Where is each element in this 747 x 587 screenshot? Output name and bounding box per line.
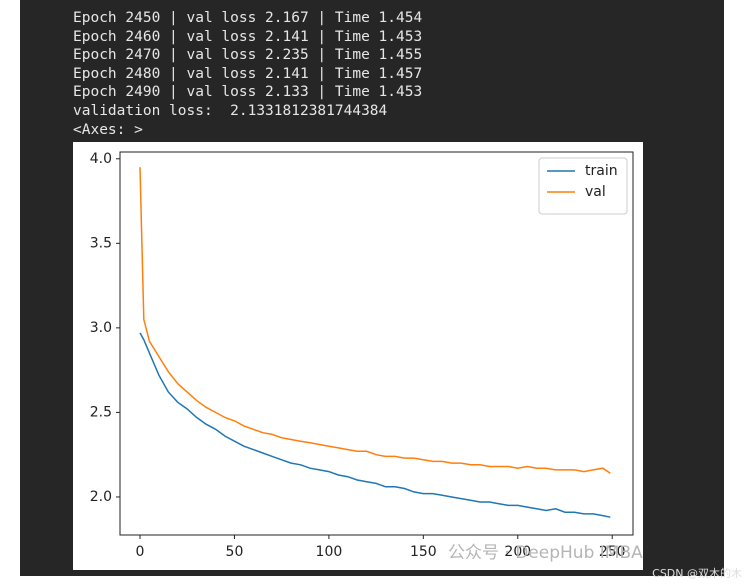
x-tick-label: 50 <box>226 544 244 560</box>
legend-box <box>538 157 628 215</box>
console-line: Epoch 2490 | val loss 2.133 | Time 1.453 <box>73 84 423 101</box>
console-line: <Axes: > <box>73 121 143 138</box>
watermark: 公众号 · DeepHub IMBA <box>448 543 643 563</box>
console-line: Epoch 2460 | val loss 2.141 | Time 1.453 <box>73 28 423 45</box>
console-line: Epoch 2480 | val loss 2.141 | Time 1.457 <box>73 65 423 82</box>
plot-frame <box>119 151 634 536</box>
x-tick-label: 200 <box>504 544 531 560</box>
y-tick-label: 3.5 <box>90 235 112 251</box>
series-line <box>139 167 611 474</box>
console-line: Epoch 2470 | val loss 2.235 | Time 1.455 <box>73 47 423 64</box>
watermark: CSDN @双木的木 <box>652 566 742 580</box>
y-tick-label: 2.0 <box>90 489 112 505</box>
x-tick-label: 150 <box>410 544 437 560</box>
y-tick-label: 2.5 <box>90 404 112 420</box>
console-line: Epoch 2450 | val loss 2.167 | Time 1.454 <box>73 10 423 26</box>
x-tick-label: 250 <box>599 544 626 560</box>
x-tick-label: 0 <box>136 544 145 560</box>
y-tick-label: 3.0 <box>90 320 112 336</box>
y-tick-label: 4.0 <box>90 151 112 167</box>
console-line: validation loss: 2.1331812381744384 <box>73 103 388 119</box>
legend-label: val <box>585 184 606 200</box>
x-tick-label: 100 <box>316 544 343 560</box>
series-line <box>139 332 611 518</box>
legend-label: train <box>585 163 618 179</box>
